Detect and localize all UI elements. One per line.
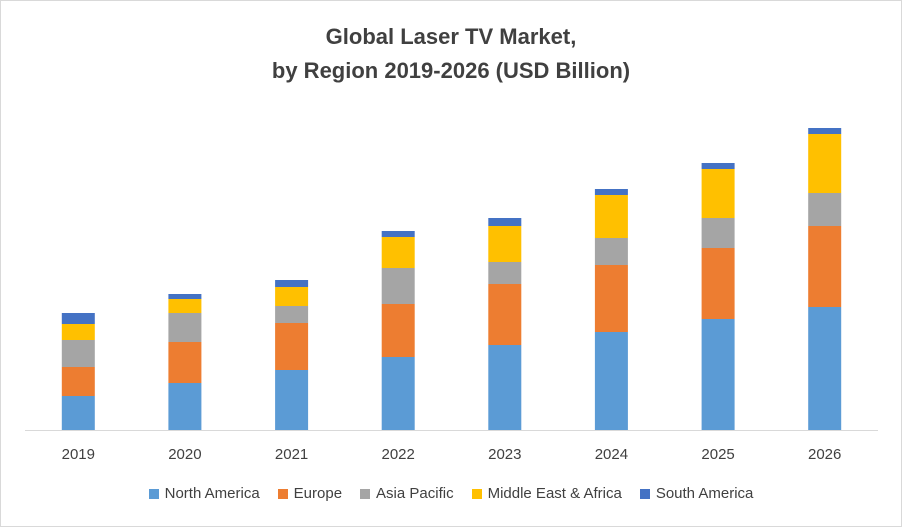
x-tick-label: 2025: [701, 446, 734, 463]
chart-title: Global Laser TV Market,: [325, 24, 577, 49]
x-tick-label: 2019: [62, 446, 95, 463]
bar-segment-2023-asia-pacific: [488, 262, 522, 284]
bar-segment-2020-asia-pacific: [168, 313, 202, 342]
bar-segment-2021-north-america: [275, 370, 309, 430]
bar-segment-2019-asia-pacific: [61, 340, 95, 367]
legend-swatch: [639, 488, 650, 499]
bar-segment-2023-north-america: [488, 345, 522, 430]
bar-segment-2025-middle-east-africa: [701, 169, 735, 218]
bar-segment-2024-middle-east-africa: [594, 195, 628, 238]
legend-swatch: [148, 488, 159, 499]
bar-segment-2026-south-america: [808, 128, 842, 134]
bar-segment-2020-north-america: [168, 383, 202, 430]
bar-segment-2026-middle-east-africa: [808, 134, 842, 193]
bar-segment-2020-middle-east-africa: [168, 299, 202, 313]
x-tick-label: 2021: [275, 446, 308, 463]
bar-segment-2025-asia-pacific: [701, 218, 735, 248]
chart-legend: North America Europe Asia Pacific Middle Ea…: [0, 485, 902, 502]
bar-segment-2026-north-america: [808, 307, 842, 430]
legend-label: Europe: [293, 485, 343, 502]
bar-segment-2021-europe: [275, 323, 309, 370]
legend-item: North America: [148, 485, 260, 502]
legend-label: Middle East & Africa: [487, 485, 622, 502]
bar-segment-2025-europe: [701, 248, 735, 319]
legend-label: Asia Pacific: [376, 485, 454, 502]
bar-segment-2020-europe: [168, 342, 202, 383]
bar-segment-2025-north-america: [701, 319, 735, 430]
legend-swatch: [277, 488, 288, 499]
x-tick-label: 2026: [808, 446, 841, 463]
bar-segment-2024-asia-pacific: [594, 238, 628, 265]
bar-segment-2023-europe: [488, 284, 522, 345]
bar-segment-2025-south-america: [701, 163, 735, 169]
legend-swatch: [471, 488, 482, 499]
bar-segment-2026-europe: [808, 226, 842, 307]
bar-segment-2019-north-america: [61, 396, 95, 430]
x-tick-label: 2020: [168, 446, 201, 463]
bar-segment-2020-south-america: [168, 294, 202, 299]
legend-swatch: [360, 488, 371, 499]
bar-segment-2022-north-america: [381, 357, 415, 430]
bar-segment-2019-south-america: [61, 313, 95, 324]
legend-item: South America: [639, 485, 754, 502]
bar-segment-2023-south-america: [488, 218, 522, 226]
x-tick-label: 2024: [595, 446, 628, 463]
bar-segment-2022-south-america: [381, 231, 415, 237]
legend-item: Europe: [277, 485, 343, 502]
bar-segment-2019-middle-east-africa: [61, 324, 95, 340]
legend-item: Asia Pacific: [360, 485, 454, 502]
bar-segment-2022-europe: [381, 304, 415, 357]
bar-segment-2026-asia-pacific: [808, 193, 842, 226]
bar-segment-2019-europe: [61, 367, 95, 396]
legend-label: North America: [164, 485, 260, 502]
legend-label: South America: [655, 485, 754, 502]
bar-segment-2021-asia-pacific: [275, 306, 309, 323]
bar-segment-2023-middle-east-africa: [488, 226, 522, 262]
x-tick-label: 2022: [382, 446, 415, 463]
bar-segment-2022-middle-east-africa: [381, 237, 415, 268]
bar-segment-2021-middle-east-africa: [275, 287, 309, 306]
x-tick-label: 2023: [488, 446, 521, 463]
bar-segment-2024-north-america: [594, 332, 628, 430]
bar-segment-2024-europe: [594, 265, 628, 332]
legend-item: Middle East & Africa: [471, 485, 622, 502]
bar-segment-2024-south-america: [594, 189, 628, 195]
chart-subtitle: by Region 2019-2026 (USD Billion): [271, 58, 631, 83]
bar-segment-2021-south-america: [275, 280, 309, 287]
bar-segment-2022-asia-pacific: [381, 268, 415, 304]
